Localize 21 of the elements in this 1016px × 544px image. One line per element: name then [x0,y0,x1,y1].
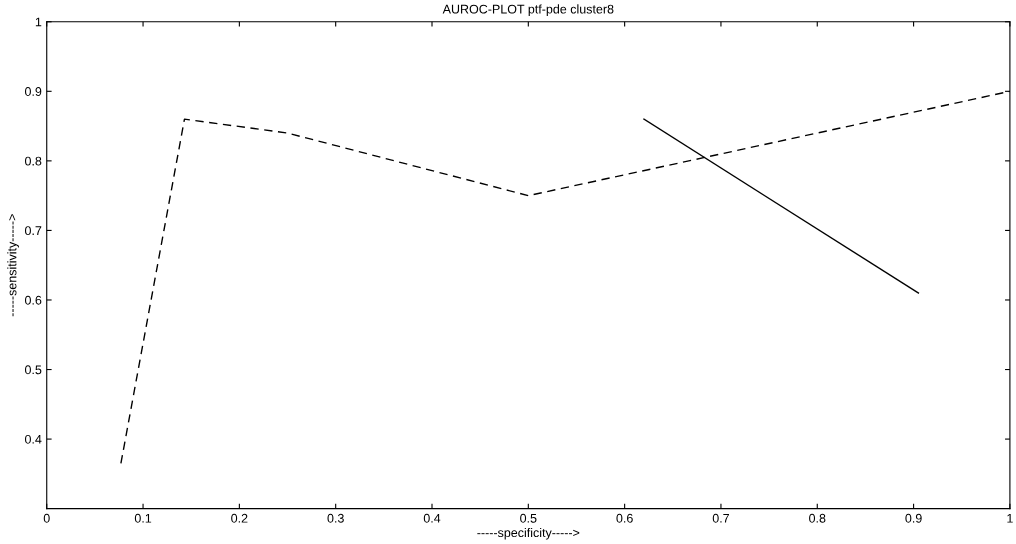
y-tick-label: 0.4 [24,434,42,444]
y-tick-label: 0.8 [24,156,42,166]
x-tick-label: 0.3 [327,513,344,523]
y-tick-label: 0.9 [24,87,42,96]
x-axis-title: -----specificity-----> [477,527,580,540]
chart-title: AUROC-PLOT ptf-pde cluster8 [442,4,614,17]
x-tick-label: 0.8 [809,513,826,523]
x-tick-label: 0 [43,513,50,523]
y-axis-title: -----sensitivity-----> [7,214,19,317]
x-tick-label: 0.4 [423,513,441,523]
x-tick-label: 0.5 [520,513,537,523]
x-tick-label: 0.7 [712,513,730,523]
y-tick-label: 0.5 [24,365,42,375]
x-tick-label: 0.6 [616,513,633,523]
y-tick-label: 0.7 [24,226,42,236]
y-tick-label: 0.6 [24,295,42,305]
x-tick-label: 0.9 [905,513,922,523]
y-tick-label: 1 [35,17,42,27]
x-tick-label: 0.1 [134,513,152,523]
x-tick-label: 1 [1007,513,1013,523]
x-tick-label: 0.2 [231,513,248,523]
